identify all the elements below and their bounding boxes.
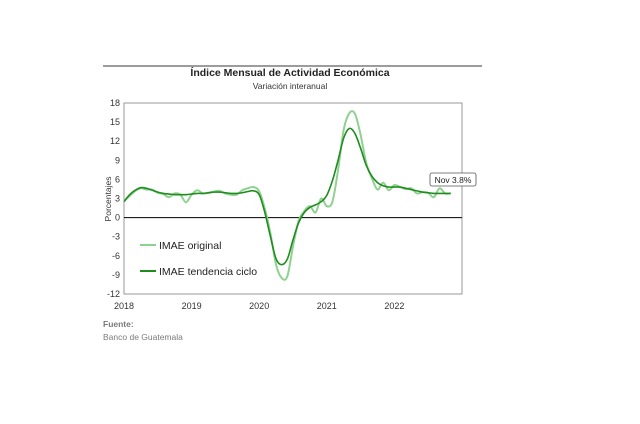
annotation-box — [429, 172, 477, 187]
source-label: Fuente: — [103, 319, 134, 329]
y-tick-label: 15 — [110, 117, 120, 127]
y-tick-label: -6 — [112, 251, 120, 261]
y-tick-label: 6 — [115, 174, 120, 184]
legend-label-original: IMAE original — [159, 240, 221, 252]
y-tick-label: 12 — [110, 136, 120, 146]
y-tick-label: -12 — [107, 289, 120, 299]
series-line-imae-tendencia-ciclo — [123, 127, 451, 266]
legend: IMAE original IMAE tendencia ciclo — [140, 240, 257, 278]
y-axis-label: Porcentajes — [103, 177, 113, 222]
y-tick-labels: 18 15 12 9 6 3 0 -3 -6 -9 -12 — [107, 98, 120, 299]
x-tick-label: 2020 — [249, 301, 269, 311]
y-tick-label: 0 — [115, 213, 120, 223]
x-tick-label: 2022 — [384, 301, 404, 311]
y-tick-label: 9 — [115, 155, 120, 165]
y-tick-label: -3 — [112, 232, 120, 242]
plot-frame — [123, 102, 463, 295]
legend-label-trend: IMAE tendencia ciclo — [159, 266, 257, 278]
y-tick-label: 3 — [115, 194, 120, 204]
series-lines — [123, 110, 451, 281]
x-tick-label: 2018 — [114, 301, 134, 311]
chart-subtitle: Variación interanual — [253, 81, 328, 91]
source-text: Banco de Guatemala — [103, 332, 183, 342]
y-tick-label: -9 — [112, 270, 120, 280]
x-tick-label: 2019 — [182, 301, 202, 311]
y-tick-label: 18 — [110, 98, 120, 108]
annotation-callout: Nov 3.8% — [429, 172, 477, 187]
annotation-text: Nov 3.8% — [435, 175, 472, 185]
x-tick-label: 2021 — [317, 301, 337, 311]
chart-title: Índice Mensual de Actividad Económica — [190, 66, 389, 79]
series-line-imae-original — [123, 110, 451, 281]
x-tick-labels: 2018 2019 2020 2021 2022 — [114, 301, 404, 311]
